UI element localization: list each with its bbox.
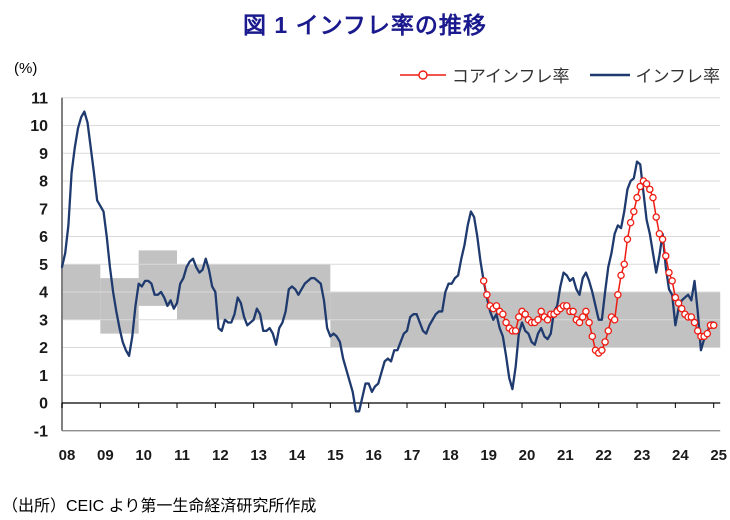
x-tick-label: 25: [710, 447, 727, 464]
y-tick-label: 9: [39, 146, 48, 163]
y-tick-label: 6: [39, 229, 48, 246]
core-inflation-marker: [687, 313, 696, 321]
core-inflation-marker: [709, 321, 718, 330]
core-inflation-marker: [604, 327, 613, 335]
target-band-segment: [138, 250, 178, 306]
x-tick-label: 22: [595, 447, 612, 464]
y-tick-label: 5: [39, 257, 48, 274]
gridlines: [62, 97, 721, 376]
core-inflation-marker: [575, 318, 584, 327]
y-axis-unit-label: (%): [14, 60, 38, 77]
core-inflation-marker: [620, 260, 628, 268]
x-tick-label: 10: [135, 447, 152, 464]
x-tick-label: 19: [480, 447, 497, 464]
core-inflation-marker: [610, 315, 619, 324]
core-inflation-marker: [690, 318, 699, 327]
x-tick-label: 08: [59, 447, 76, 464]
x-tick-label: 16: [365, 447, 382, 464]
core-inflation-marker: [674, 299, 683, 307]
core-inflation-marker: [521, 310, 529, 318]
core-inflation-marker: [662, 252, 670, 260]
y-tick-label: 3: [39, 312, 48, 329]
x-tick-label: 18: [442, 447, 459, 464]
headline-inflation-polyline: [60, 110, 715, 413]
x-tick-label: 15: [327, 447, 344, 464]
core-inflation-marker: [652, 213, 660, 221]
legend-label-headline: インフレ率: [635, 67, 721, 86]
core-inflation-marker: [649, 193, 657, 202]
y-tick-label: 0: [39, 396, 48, 413]
core-inflation-marker: [511, 327, 520, 335]
core-inflation-marker: [515, 313, 523, 321]
core-inflation-series: [479, 177, 718, 357]
y-tick-label: -1: [34, 423, 48, 440]
core-inflation-marker: [502, 318, 510, 327]
core-inflation-marker: [677, 304, 686, 313]
x-tick-label: 09: [97, 447, 114, 464]
y-tick-label: 2: [39, 340, 48, 357]
core-inflation-marker: [492, 302, 501, 310]
y-tick-label: 4: [39, 285, 48, 302]
y-tick-label: 1: [39, 368, 48, 385]
chart-title: 図 1 インフレ率の推移: [243, 12, 487, 38]
core-inflation-marker: [479, 277, 488, 285]
x-tick-label: 21: [557, 447, 574, 464]
core-inflation-marker: [483, 291, 491, 299]
core-inflation-marker: [582, 307, 590, 316]
legend-label-core: コアインフレ率: [451, 67, 570, 86]
core-inflation-marker: [499, 310, 507, 318]
core-inflation-marker: [646, 185, 654, 194]
x-tick-label: 20: [519, 447, 536, 464]
x-tick-label: 17: [404, 447, 421, 464]
core-inflation-marker: [665, 268, 673, 277]
core-inflation-marker: [537, 307, 545, 316]
core-inflation-marker: [693, 327, 702, 335]
core-inflation-marker: [658, 235, 667, 244]
core-inflation-marker: [626, 218, 635, 227]
core-inflation-marker: [614, 291, 622, 299]
core-inflation-marker: [601, 338, 609, 346]
core-inflation-marker: [655, 229, 664, 238]
y-tick-label: 8: [39, 174, 48, 191]
x-tick-label: 14: [289, 447, 306, 464]
core-inflation-marker: [578, 313, 587, 321]
core-inflation-marker: [617, 271, 625, 280]
core-inflation-marker: [585, 318, 593, 327]
y-tick-label: 7: [39, 201, 48, 218]
x-tick-label: 11: [174, 447, 190, 464]
core-inflation-marker: [598, 346, 606, 355]
core-inflation-marker: [668, 277, 676, 285]
source-note: （出所）CEIC より第一生命経済研究所作成: [2, 498, 317, 515]
core-inflation-marker: [703, 329, 712, 338]
core-inflation-marker: [562, 302, 571, 310]
x-tick-label: 23: [634, 447, 651, 464]
core-inflation-marker: [642, 180, 651, 188]
y-tick-label: 10: [30, 118, 48, 135]
core-inflation-marker: [671, 293, 680, 302]
x-tick-label: 12: [212, 447, 229, 464]
core-line-marker-icon: [399, 69, 446, 80]
headline-line-marker-icon: [589, 73, 630, 76]
core-inflation-marker: [534, 315, 542, 324]
core-inflation-marker: [588, 332, 597, 341]
x-axis-tick-labels: 08 09 10 11 12 13 14 15 16 17 18 19 20 21 22 23 24 25: [59, 447, 727, 464]
core-inflation-marker: [623, 235, 632, 244]
legend: コアインフレ率 インフレ率: [399, 62, 721, 87]
y-tick-label: 11: [31, 90, 48, 107]
x-tick-label: 13: [250, 447, 267, 464]
legend-item-headline: インフレ率: [589, 62, 721, 87]
core-inflation-marker: [543, 315, 552, 324]
legend-item-core: コアインフレ率: [399, 62, 570, 87]
core-inflation-marker: [569, 307, 577, 316]
core-inflation-marker: [633, 193, 641, 202]
core-inflation-marker: [630, 207, 638, 216]
headline-inflation-series: [60, 110, 715, 413]
core-inflation-marker: [636, 182, 644, 191]
x-tick-label: 24: [672, 447, 689, 464]
